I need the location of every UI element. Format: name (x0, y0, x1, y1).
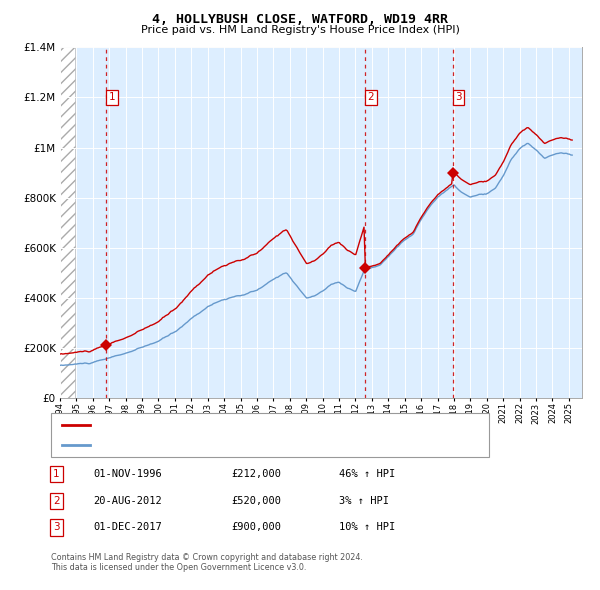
Text: 4, HOLLYBUSH CLOSE, WATFORD, WD19 4RR (detached house): 4, HOLLYBUSH CLOSE, WATFORD, WD19 4RR (d… (95, 420, 403, 430)
Text: This data is licensed under the Open Government Licence v3.0.: This data is licensed under the Open Gov… (51, 563, 307, 572)
Text: 10% ↑ HPI: 10% ↑ HPI (339, 523, 395, 532)
Text: 1: 1 (53, 470, 59, 479)
Text: £212,000: £212,000 (231, 470, 281, 479)
Text: Contains HM Land Registry data © Crown copyright and database right 2024.: Contains HM Land Registry data © Crown c… (51, 553, 363, 562)
Text: 2: 2 (367, 92, 374, 102)
Text: £900,000: £900,000 (231, 523, 281, 532)
Text: 01-DEC-2017: 01-DEC-2017 (93, 523, 162, 532)
Text: 20-AUG-2012: 20-AUG-2012 (93, 496, 162, 506)
Text: 3% ↑ HPI: 3% ↑ HPI (339, 496, 389, 506)
Text: 1: 1 (109, 92, 116, 102)
Text: Price paid vs. HM Land Registry's House Price Index (HPI): Price paid vs. HM Land Registry's House … (140, 25, 460, 35)
Text: 2: 2 (53, 496, 59, 506)
Text: 3: 3 (53, 523, 59, 532)
Text: 3: 3 (455, 92, 462, 102)
Text: HPI: Average price, detached house, Watford: HPI: Average price, detached house, Watf… (95, 440, 314, 450)
Bar (60, 47, 75, 398)
Text: 4, HOLLYBUSH CLOSE, WATFORD, WD19 4RR: 4, HOLLYBUSH CLOSE, WATFORD, WD19 4RR (152, 13, 448, 26)
Text: 46% ↑ HPI: 46% ↑ HPI (339, 470, 395, 479)
Text: 01-NOV-1996: 01-NOV-1996 (93, 470, 162, 479)
Text: £520,000: £520,000 (231, 496, 281, 506)
